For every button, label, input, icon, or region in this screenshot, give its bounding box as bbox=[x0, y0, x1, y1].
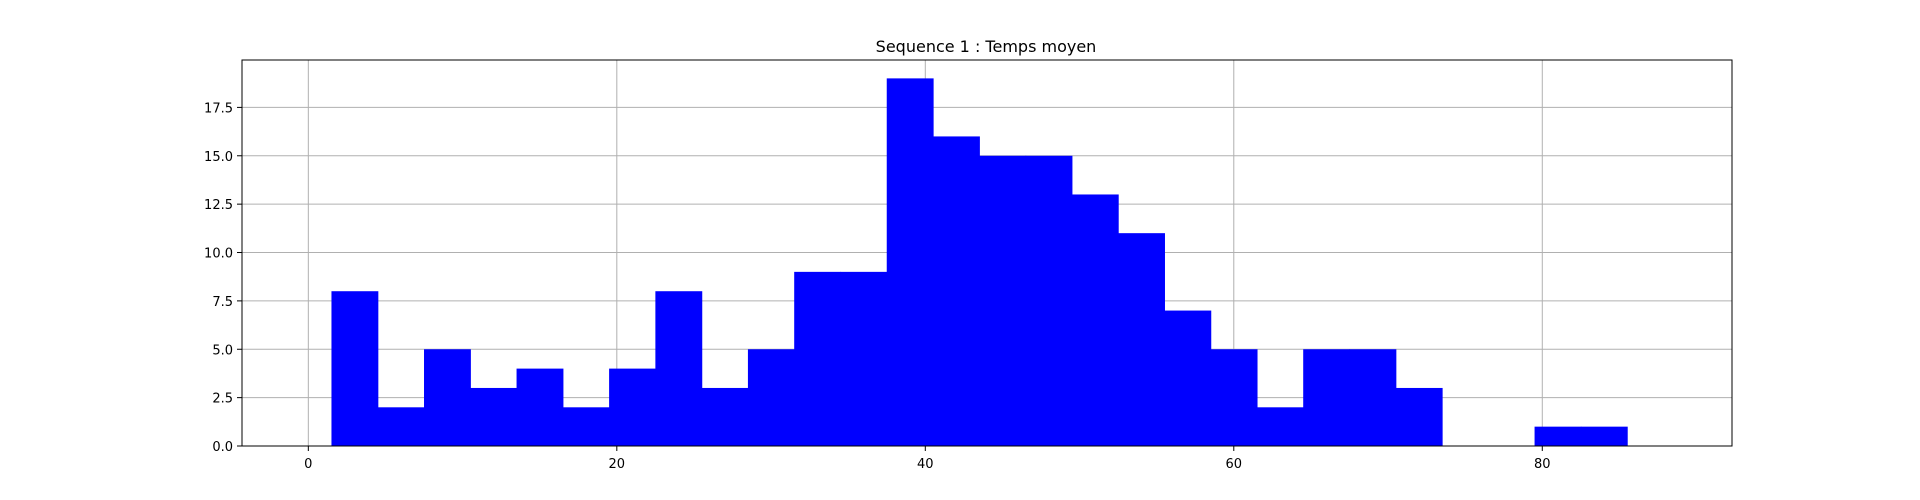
histogram-bar bbox=[1164, 310, 1212, 446]
x-tick-label: 40 bbox=[917, 457, 934, 472]
x-tick-label: 60 bbox=[1226, 457, 1243, 472]
y-tick-label: 10.0 bbox=[204, 247, 233, 262]
histogram-bar bbox=[562, 407, 610, 446]
histogram-bar bbox=[979, 155, 1027, 447]
x-tick-label: 80 bbox=[1534, 457, 1551, 472]
y-tick-label: 5.0 bbox=[212, 343, 233, 358]
histogram-bar bbox=[655, 291, 703, 446]
histogram-bar bbox=[424, 349, 471, 446]
histogram-bar bbox=[1025, 155, 1073, 447]
histogram-bar bbox=[701, 387, 749, 446]
x-axis: 0 20 40 60 80 bbox=[304, 446, 1551, 472]
histogram-bar bbox=[609, 368, 656, 446]
y-tick-label: 0.0 bbox=[212, 440, 233, 455]
histogram-bar bbox=[377, 407, 425, 446]
histogram-bar bbox=[933, 136, 980, 446]
y-tick-label: 17.5 bbox=[204, 101, 233, 116]
histogram-bar bbox=[1071, 194, 1119, 446]
y-tick-label: 12.5 bbox=[204, 198, 233, 213]
histogram-bar bbox=[747, 349, 795, 446]
y-tick-label: 15.0 bbox=[204, 150, 233, 165]
histogram-bar bbox=[1395, 387, 1443, 446]
x-tick-label: 0 bbox=[304, 457, 312, 472]
x-tick-label: 20 bbox=[609, 457, 626, 472]
histogram-bar bbox=[794, 271, 842, 446]
histogram-bar bbox=[840, 271, 888, 446]
histogram-bars bbox=[331, 78, 1628, 447]
histogram-bar bbox=[1210, 349, 1258, 446]
histogram-bar bbox=[1349, 349, 1397, 446]
histogram-bar bbox=[1118, 233, 1165, 446]
histogram-bar bbox=[1534, 426, 1582, 446]
y-axis: 0.0 2.5 5.0 7.5 10.0 12.5 15.0 17.5 bbox=[204, 101, 242, 455]
histogram-bar bbox=[516, 368, 564, 446]
histogram-bar bbox=[1580, 426, 1628, 446]
histogram-bar bbox=[331, 291, 379, 446]
histogram-bar bbox=[1256, 407, 1304, 446]
y-tick-label: 2.5 bbox=[212, 392, 233, 407]
histogram-bar bbox=[470, 387, 518, 446]
histogram-bar bbox=[886, 78, 934, 446]
y-tick-label: 7.5 bbox=[212, 295, 233, 310]
histogram-bar bbox=[1303, 349, 1351, 446]
chart-title: Sequence 1 : Temps moyen bbox=[876, 37, 1097, 56]
